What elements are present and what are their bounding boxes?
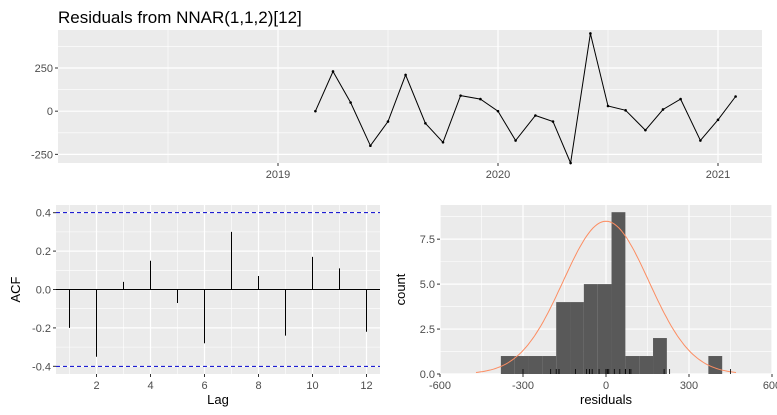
residual-point [369,144,372,148]
residual-time-series-background [58,30,762,163]
p2-x-tick-label: 12 [360,380,372,392]
acf-y-axis-title: ACF [8,276,23,302]
histogram-bar [653,338,667,374]
histogram-bar [514,356,529,374]
p2-y-tick-label: -0.2 [32,323,51,335]
residual-point [679,97,682,101]
p3-x-tick-label: 0 [603,380,609,392]
residual-point [644,128,647,132]
p2-x-tick-label: 4 [147,380,153,392]
residual-point [349,101,352,104]
figure-title: Residuals from NNAR(1,1,2)[12] [58,8,302,27]
histogram-bar [570,302,584,374]
p3-x-tick-label: 300 [680,380,698,392]
acf-panel: 2 4 6 8 10 12 -0.4 -0.2 0.0 0.2 0.4 Lag ACF [8,205,380,407]
histogram-bar [708,356,723,374]
p2-y-tick-label: -0.4 [32,361,51,373]
acf-x-ticks: 2 4 6 8 10 12 [93,374,373,392]
residual-point [404,73,407,77]
residual-point [589,32,592,35]
residual-point [661,108,665,111]
p1-x-tick-label: 2020 [486,169,510,181]
p2-x-tick-label: 6 [201,380,207,392]
p2-x-tick-label: 10 [306,380,318,392]
residual-time-series-panel: 2019 2020 2021 -250 0 250 [31,30,762,181]
acf-x-axis-title: Lag [207,392,229,407]
p2-x-tick-label: 2 [93,380,99,392]
histogram-x-axis-title: residuals [580,392,633,407]
residual-point [569,161,572,165]
p3-x-tick-label: -600 [429,380,451,392]
residual-series-line [314,33,736,165]
residual-point [624,109,627,112]
histogram-bar [597,284,612,374]
p3-y-tick-label: 5.0 [420,279,435,291]
acf-y-ticks: -0.4 -0.2 0.0 0.2 0.4 [32,208,56,373]
p2-y-tick-label: 0.4 [36,208,51,220]
residual-point [734,95,737,98]
residual-point [514,139,517,142]
histogram-marks [475,212,737,374]
residual-point [716,118,720,122]
residual-point [479,97,482,101]
p1-y-tick-label: -250 [31,149,53,161]
p3-x-tick-label: 600 [763,380,777,392]
p1-y-tick-label: 250 [35,63,53,75]
p1-y-tick-label: 0 [47,106,53,118]
histogram-bar [611,212,626,374]
p2-y-tick-label: 0.0 [36,285,51,297]
histogram-bar [639,356,654,374]
residual-time-series-marks [314,32,737,165]
p2-x-tick-label: 8 [255,380,261,392]
normal-density-curve [475,220,737,373]
histogram-bar [542,356,557,374]
histogram-bar [625,356,640,374]
residual-point [386,120,390,123]
p3-y-tick-label: 7.5 [420,234,435,246]
histogram-bar [556,302,571,374]
p3-y-tick-label: 0.0 [420,369,435,381]
acf-marks [56,212,380,367]
p1-x-tick-label: 2021 [706,169,730,181]
residual-point [606,104,610,108]
p3-y-tick-label: 2.5 [420,324,435,336]
histogram-bar [583,284,598,374]
residual-point [459,94,462,97]
residual-point [551,120,555,123]
residual-time-series-x-ticks: 2019 2020 2021 [266,163,730,181]
residual-point [496,109,500,113]
residual-point [534,114,537,117]
residual-histogram-panel: -600 -300 0 300 600 0.0 2.5 5.0 7.5 residuals c… [393,205,777,407]
residual-point [314,109,317,113]
residual-time-series-grid [58,30,762,163]
p3-x-tick-label: -300 [512,380,534,392]
p1-x-tick-label: 2019 [266,169,290,181]
residual-point [331,70,335,73]
residual-point [424,121,427,125]
residual-point [699,139,702,142]
residual-point [441,140,445,144]
residual-time-series-y-ticks: -250 0 250 [31,63,58,161]
histogram-x-ticks: -600 -300 0 300 600 [429,374,777,392]
p2-y-tick-label: 0.2 [36,246,51,258]
histogram-y-ticks: 0.0 2.5 5.0 7.5 [420,234,440,381]
histogram-bar [528,356,543,374]
histogram-y-axis-title: count [393,273,408,305]
